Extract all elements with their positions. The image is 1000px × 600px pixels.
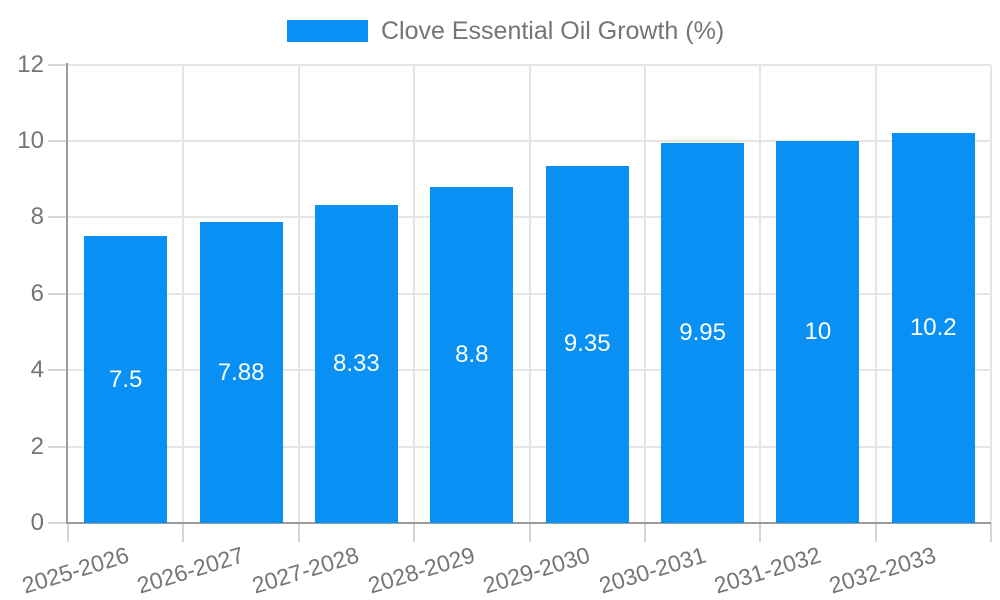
bar[interactable] [661,142,745,523]
y-axis-tick [48,292,68,295]
bar[interactable] [891,133,975,523]
x-gridline [643,64,646,523]
bar[interactable] [545,165,629,523]
y-axis-tick-label: 8 [30,203,44,231]
legend-item[interactable]: Clove Essential Oil Growth (%) [287,16,725,45]
y-axis-tick [48,63,68,66]
bar[interactable] [199,221,283,523]
x-gridline [874,64,877,523]
bar[interactable] [430,186,514,523]
x-axis-tick [528,523,531,542]
x-axis-tick [874,523,877,542]
x-gridline [413,64,416,523]
y-axis-tick-label: 2 [30,432,44,460]
y-axis-tick [48,522,68,524]
x-axis-tick [643,523,646,542]
x-gridline [182,64,185,523]
x-axis-tick [67,523,69,542]
y-axis-tick-label: 0 [30,509,44,536]
x-gridline [297,64,300,523]
x-gridline [759,64,762,523]
bar[interactable] [314,204,398,523]
y-axis-tick-label: 10 [17,126,44,154]
bar[interactable] [776,140,860,523]
legend-label: Clove Essential Oil Growth (%) [381,16,725,45]
y-axis-tick [48,139,68,142]
y-axis-line [66,62,68,523]
bar[interactable] [84,236,168,523]
y-axis-tick-label: 12 [17,50,44,78]
x-axis-tick [297,523,300,542]
y-axis-tick [48,369,68,372]
y-axis-tick-label: 4 [30,356,44,384]
y-axis-tick-label: 6 [30,279,44,307]
x-axis-tick [413,523,416,542]
y-axis-tick [48,216,68,219]
x-axis-line [66,522,991,524]
y-axis-tick [48,445,68,448]
x-gridline [528,64,531,523]
x-axis-tick [182,523,185,542]
x-gridline [990,64,992,523]
x-axis-tick [759,523,762,542]
legend-swatch [287,20,368,42]
x-axis-tick [990,523,992,542]
